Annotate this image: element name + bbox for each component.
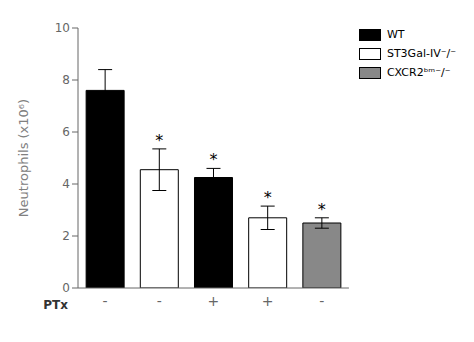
- html-text:ST3Gal-IV⁻/⁻: ST3Gal-IV⁻/⁻: [386, 47, 456, 60]
- svg-text:+: +: [208, 293, 220, 309]
- svg-text:2: 2: [62, 229, 70, 243]
- svg-text:4: 4: [62, 177, 70, 191]
- svg-text:-: -: [157, 293, 162, 309]
- svg-text:*: *: [318, 200, 326, 219]
- svg-text:0: 0: [62, 281, 70, 295]
- svg-text:*: *: [155, 131, 163, 150]
- html-text:WT: WT: [386, 28, 405, 41]
- svg-text:*: *: [264, 188, 272, 207]
- svg-text:10: 10: [55, 21, 70, 35]
- html-text:CXCR2ᵇᵐ⁻/⁻: CXCR2ᵇᵐ⁻/⁻: [386, 66, 451, 79]
- svg-text:6: 6: [62, 125, 70, 139]
- svg-text:-: -: [319, 293, 324, 309]
- svg-text:-: -: [103, 293, 108, 309]
- svg-text:Neutrophils (x10⁶): Neutrophils (x10⁶): [16, 99, 31, 217]
- svg-text:+: +: [262, 293, 274, 309]
- svg-text:8: 8: [62, 73, 70, 87]
- svg-text:*: *: [209, 150, 217, 169]
- svg-text:PTx: PTx: [43, 298, 68, 312]
